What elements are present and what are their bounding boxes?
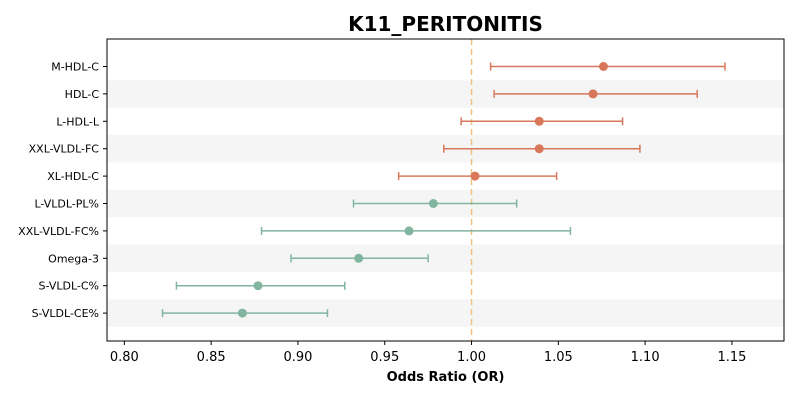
- y-tick-label: S-VLDL-C%: [39, 280, 99, 293]
- y-tick-label: Omega-3: [48, 252, 99, 265]
- or-point: [237, 308, 247, 318]
- y-tick-label: M-HDL-C: [51, 61, 99, 74]
- plot-frame: [106, 38, 785, 342]
- x-axis: 0.80 0.85 0.90 0.95 1.00 1.05 1.10 1.15: [110, 341, 746, 365]
- or-point: [534, 116, 544, 126]
- x-tick-label: 0.80: [110, 350, 139, 365]
- y-tick-label: XXL-VLDL-FC%: [18, 225, 99, 238]
- or-point: [598, 62, 608, 71]
- or-point: [428, 199, 438, 208]
- or-point: [470, 171, 480, 181]
- x-tick-label: 0.85: [197, 350, 226, 365]
- y-tick-label: HDL-C: [65, 88, 100, 101]
- y-axis: M-HDL-C HDL-C L-HDL-L XXL-VLDL-FC XL-HDL-C L-…: [18, 61, 107, 320]
- x-axis-label: Odds Ratio (OR): [387, 370, 505, 385]
- y-tick-label: L-HDL-L: [56, 115, 100, 128]
- row-band: [107, 244, 784, 272]
- or-point: [588, 89, 598, 99]
- chart-title: K11_PERITONITIS: [348, 12, 543, 36]
- x-tick-label: 1.15: [717, 350, 746, 365]
- x-tick-label: 0.95: [370, 350, 399, 365]
- y-tick-label: L-VLDL-PL%: [34, 198, 99, 211]
- or-point: [253, 281, 263, 291]
- or-point: [354, 253, 364, 263]
- y-tick-label: XXL-VLDL-FC: [29, 143, 100, 156]
- or-point: [534, 144, 544, 154]
- x-tick-label: 1.00: [457, 350, 486, 365]
- y-tick-label: S-VLDL-CE%: [32, 307, 99, 320]
- x-tick-label: 1.10: [631, 350, 660, 365]
- or-point: [404, 226, 414, 236]
- x-tick-label: 0.90: [283, 350, 312, 365]
- points: [237, 62, 608, 318]
- y-tick-label: XL-HDL-C: [47, 170, 99, 183]
- x-tick-label: 1.05: [544, 350, 573, 365]
